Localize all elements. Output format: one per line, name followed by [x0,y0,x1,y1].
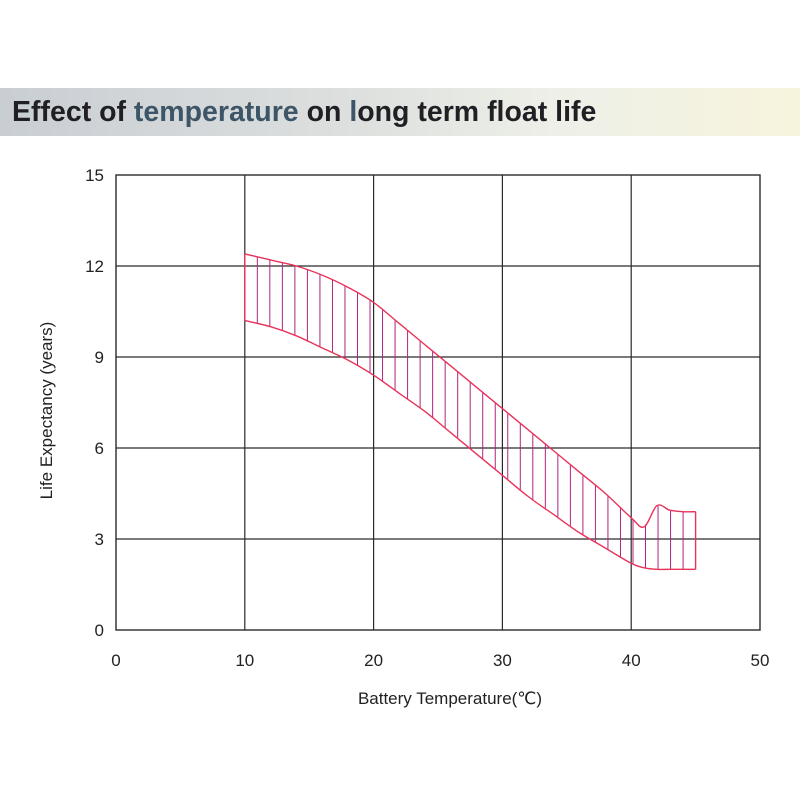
x-tick-label: 0 [111,651,120,670]
title-part-2: temperature [133,96,299,128]
y-tick-label: 3 [95,530,104,549]
chart: 0 10 20 30 40 50 0 3 6 9 12 15 Battery Temperature… [37,166,769,708]
y-tick-label: 9 [95,348,104,367]
x-tick-label: 20 [364,651,383,670]
x-tick-label: 10 [235,651,254,670]
y-tick-label: 6 [95,439,104,458]
x-tick-label: 40 [622,651,641,670]
y-tick-label: 12 [85,257,104,276]
y-tick-label: 0 [95,621,104,640]
y-tick-labels: 0 3 6 9 12 15 [85,166,104,640]
x-tick-label: 30 [493,651,512,670]
title-part-1: Effect of [12,96,134,128]
chart-title: Effect of temperature on long term float… [12,93,596,131]
lower-bound-line [244,319,696,571]
chart-panel: 0 10 20 30 40 50 0 3 6 9 12 15 Battery Temperature… [0,152,800,712]
band [244,253,697,571]
upper-bound-line [244,253,696,529]
hatch-lines [256,256,684,570]
y-axis-title: Life Expectancy (years) [37,322,56,500]
title-part-4: l [349,96,358,128]
title-part-3: on [298,96,350,128]
x-tick-label: 50 [751,651,770,670]
plot-frame [115,174,761,631]
chart-title-bar: Effect of temperature on long term float… [0,88,800,136]
x-tick-labels: 0 10 20 30 40 50 [111,651,769,670]
y-tick-label: 15 [85,166,104,185]
title-part-5: ong term float life [357,96,597,128]
grid [115,174,761,631]
x-axis-title: Battery Temperature(℃) [358,689,542,708]
